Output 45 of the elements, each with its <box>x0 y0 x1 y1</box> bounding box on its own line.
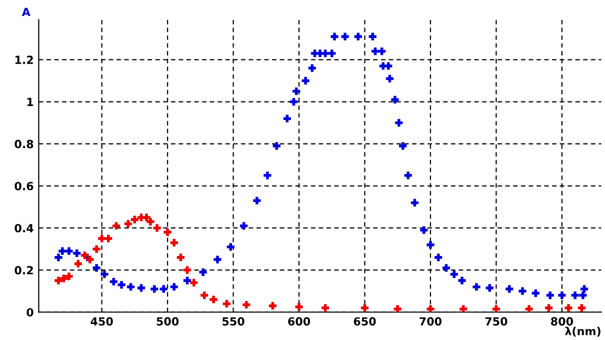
y-tick-label: 0 <box>26 308 34 316</box>
x-tick-label: 550 <box>222 317 244 326</box>
point <box>544 302 554 312</box>
x-axis-title: λ(nm) <box>565 326 600 337</box>
point <box>91 244 102 254</box>
point <box>268 300 278 312</box>
y-tick-label: 0.2 <box>14 266 33 274</box>
point <box>84 254 96 265</box>
point <box>294 302 304 312</box>
point <box>152 222 162 234</box>
point <box>360 302 370 312</box>
point <box>208 294 219 305</box>
point <box>320 302 330 312</box>
point <box>80 250 90 261</box>
point <box>188 277 200 288</box>
y-tick-label: 0.4 <box>14 224 34 232</box>
point <box>241 300 252 310</box>
point <box>176 252 186 263</box>
x-tick-label: 800 <box>551 317 573 326</box>
x-tick-label: 450 <box>90 317 113 326</box>
y-tick-label: 0.6 <box>14 182 34 190</box>
point <box>145 216 156 227</box>
point <box>72 258 84 269</box>
point <box>425 304 436 312</box>
point <box>168 238 180 248</box>
point <box>491 304 502 312</box>
y-axis-title: A <box>22 8 30 16</box>
x-tick-label: 700 <box>420 317 442 326</box>
x-tick-label: 750 <box>485 317 508 326</box>
point <box>111 220 122 232</box>
point <box>392 304 403 312</box>
x-tick-label: 500 <box>156 317 179 326</box>
point <box>524 304 534 312</box>
x-tick-label: 650 <box>354 317 376 326</box>
y-tick-label: 1.2 <box>15 56 33 64</box>
point <box>182 264 192 276</box>
y-tick-label: 1 <box>27 98 34 106</box>
y-tick-label: 0.8 <box>14 140 34 148</box>
x-tick-label: 600 <box>288 317 310 326</box>
point <box>162 226 173 238</box>
point <box>222 298 232 309</box>
point <box>199 290 210 300</box>
point <box>576 302 587 312</box>
point <box>563 302 574 312</box>
point <box>458 304 469 312</box>
